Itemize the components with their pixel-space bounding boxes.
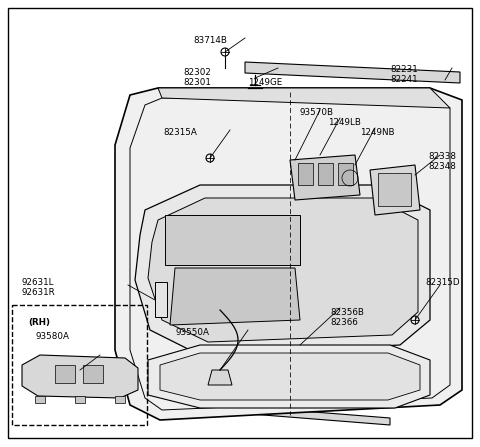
Polygon shape (208, 370, 232, 385)
Bar (318, 163, 333, 185)
Text: 92631L: 92631L (22, 278, 55, 287)
Polygon shape (22, 355, 138, 398)
Text: 1249GE: 1249GE (248, 78, 282, 87)
Text: 82315A: 82315A (163, 128, 197, 137)
Polygon shape (148, 345, 430, 408)
Text: (RH): (RH) (28, 318, 50, 327)
Polygon shape (200, 403, 390, 425)
Bar (155, 282, 167, 317)
Bar (83, 365, 103, 383)
Text: 82315D: 82315D (425, 278, 460, 287)
Polygon shape (170, 268, 300, 325)
Text: 82356B: 82356B (330, 308, 364, 317)
Bar (35, 396, 45, 403)
Text: 93550A: 93550A (175, 328, 209, 337)
Polygon shape (245, 62, 460, 83)
Text: 82366: 82366 (330, 318, 358, 327)
Polygon shape (148, 198, 418, 342)
Bar (12, 305, 147, 425)
Polygon shape (160, 353, 420, 400)
Polygon shape (135, 185, 430, 355)
Bar (55, 365, 75, 383)
Bar (75, 396, 85, 403)
Bar (298, 163, 313, 185)
Polygon shape (370, 165, 420, 215)
Text: 92631R: 92631R (22, 288, 56, 297)
Text: 83714B: 83714B (193, 36, 227, 45)
Text: 82348: 82348 (428, 162, 456, 171)
Text: 82241: 82241 (390, 75, 418, 84)
Text: 93580A: 93580A (35, 332, 69, 341)
Polygon shape (115, 88, 462, 420)
Bar (338, 163, 353, 185)
Text: 93570B: 93570B (300, 108, 334, 117)
Polygon shape (290, 155, 360, 200)
Text: 1249NB: 1249NB (360, 128, 395, 137)
Text: 82338: 82338 (428, 152, 456, 161)
Polygon shape (158, 88, 450, 108)
Polygon shape (165, 215, 300, 265)
Text: 82302: 82302 (183, 68, 211, 77)
Text: 1249LB: 1249LB (328, 118, 361, 127)
Bar (115, 396, 125, 403)
Text: 82301: 82301 (183, 78, 211, 87)
Text: 82231: 82231 (390, 65, 418, 74)
Bar (378, 173, 411, 206)
